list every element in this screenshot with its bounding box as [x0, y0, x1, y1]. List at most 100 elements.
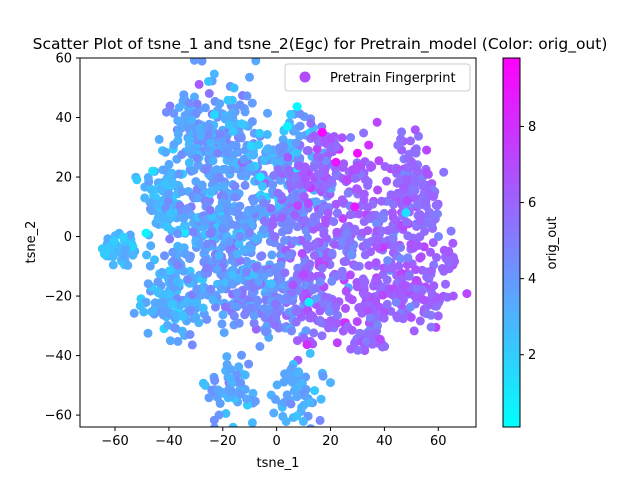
data-point [324, 323, 333, 333]
data-point [251, 58, 261, 66]
data-point [403, 253, 413, 263]
data-point [427, 266, 436, 276]
data-point [315, 415, 325, 425]
data-point [247, 98, 257, 108]
data-point [363, 202, 373, 212]
data-point [227, 95, 237, 105]
data-point [448, 291, 458, 301]
data-point [345, 236, 355, 246]
data-point [406, 313, 416, 322]
data-point [383, 256, 393, 266]
data-point [409, 326, 419, 336]
data-point [164, 289, 173, 299]
data-point [337, 133, 347, 143]
data-point [341, 286, 351, 296]
data-point [208, 295, 218, 305]
data-point [240, 310, 250, 320]
data-point [303, 198, 313, 208]
data-point [261, 327, 271, 337]
data-point [415, 316, 425, 326]
data-point [332, 318, 342, 328]
data-point [228, 422, 238, 427]
data-point [202, 263, 212, 273]
data-point [372, 117, 382, 127]
data-point [199, 216, 209, 226]
data-point [366, 247, 375, 257]
y-axis: −60 −40 −20 0 20 40 60 [45, 52, 80, 424]
data-point [248, 282, 258, 292]
data-point [218, 141, 228, 150]
data-point [309, 131, 319, 141]
data-point [305, 348, 315, 358]
data-point [431, 200, 441, 210]
data-point [165, 266, 175, 276]
data-point [312, 144, 322, 154]
legend-box [284, 63, 471, 92]
data-point [314, 152, 324, 162]
data-point [161, 147, 171, 157]
data-point [374, 156, 384, 166]
data-point [293, 201, 303, 211]
data-point [393, 164, 403, 174]
x-tick-label: −40 [155, 434, 182, 449]
data-point [237, 350, 246, 360]
data-point [331, 199, 341, 209]
data-point [262, 130, 272, 139]
data-point [363, 177, 373, 187]
data-point [229, 311, 239, 321]
data-point [292, 147, 302, 157]
data-point [434, 232, 443, 241]
data-point [214, 173, 224, 183]
data-point [382, 299, 392, 309]
data-point [302, 179, 312, 189]
data-point [143, 279, 153, 289]
data-point [373, 236, 383, 246]
data-point [307, 283, 316, 293]
data-point [321, 181, 331, 191]
data-point [214, 251, 224, 261]
data-point [428, 238, 438, 248]
data-point [280, 268, 290, 278]
data-point [362, 291, 372, 301]
data-point [444, 248, 454, 258]
data-point [206, 187, 216, 196]
data-point [99, 249, 109, 259]
data-point [301, 216, 311, 226]
data-point [292, 102, 302, 112]
data-point [177, 187, 187, 197]
data-point [394, 261, 404, 271]
data-point [404, 270, 414, 280]
data-point [282, 121, 292, 131]
data-point [198, 303, 208, 313]
data-point [173, 116, 183, 126]
data-point [196, 131, 206, 141]
data-point [441, 279, 450, 289]
data-point [345, 210, 355, 220]
data-point [242, 394, 252, 404]
data-point [295, 121, 305, 131]
data-point [161, 305, 171, 315]
data-point [310, 239, 320, 249]
data-point [382, 176, 392, 186]
data-point [225, 237, 234, 247]
data-point [154, 211, 164, 221]
data-point [139, 307, 149, 317]
data-point [347, 295, 357, 305]
data-point [393, 140, 403, 150]
data-point [202, 314, 212, 324]
data-point [393, 188, 403, 198]
data-point [307, 312, 317, 321]
data-point [146, 184, 156, 194]
data-point [184, 158, 194, 168]
data-point [179, 266, 189, 276]
data-point [234, 239, 244, 249]
data-point [236, 171, 246, 180]
data-point [282, 293, 292, 303]
data-point [246, 243, 256, 253]
data-point [190, 92, 199, 102]
data-point [330, 239, 340, 249]
data-point [286, 109, 296, 119]
data-point [222, 200, 232, 210]
data-point [235, 231, 245, 241]
data-point [206, 284, 216, 294]
